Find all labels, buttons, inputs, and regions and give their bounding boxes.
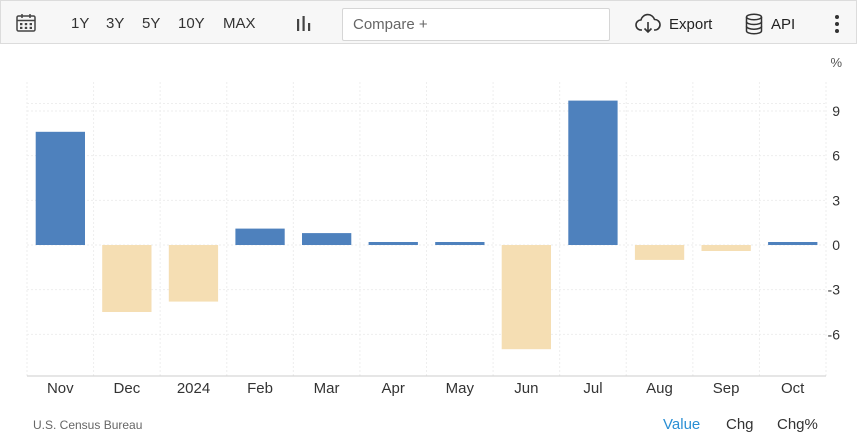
bar-feb xyxy=(235,228,285,245)
bar-2024 xyxy=(168,245,219,302)
x-tick-label: Jun xyxy=(514,380,538,397)
database-icon xyxy=(745,13,763,35)
x-tick-label: Nov xyxy=(47,380,74,397)
x-tick-label: Aug xyxy=(646,380,673,397)
y-tick-label: 9 xyxy=(832,103,840,119)
bar-may xyxy=(435,242,485,245)
export-button[interactable]: Export xyxy=(635,11,712,37)
x-tick-label: Dec xyxy=(114,380,141,397)
bar-sep xyxy=(701,245,751,251)
calendar-icon[interactable] xyxy=(16,14,36,32)
bar-chart-icon[interactable] xyxy=(295,15,313,33)
y-tick-label: 0 xyxy=(832,237,840,253)
bar-mar xyxy=(302,233,352,245)
more-vertical-icon[interactable] xyxy=(830,13,844,35)
range-10y-button[interactable]: 10Y xyxy=(178,15,205,32)
range-1y-button[interactable]: 1Y xyxy=(71,15,90,32)
bar-oct xyxy=(768,242,818,245)
bar-jun xyxy=(501,245,551,350)
compare-input[interactable] xyxy=(342,8,610,41)
bar-chart: Nov Dec 2024 Feb Mar Apr May Jun Jul Aug Sep Oct 9 6 3… xyxy=(26,55,842,397)
x-tick-label: 2024 xyxy=(177,380,210,397)
value-mode-button[interactable]: Value xyxy=(663,416,701,433)
x-tick-label: Oct xyxy=(781,380,805,397)
api-label: API xyxy=(771,15,796,33)
chart-toolbar: 1Y 3Y 5Y 10Y MAX Export API xyxy=(0,0,857,44)
x-tick-label: May xyxy=(446,380,475,397)
bar-apr xyxy=(368,242,418,245)
x-tick-label: Feb xyxy=(247,380,273,397)
export-label: Export xyxy=(669,15,713,33)
cloud-download-icon xyxy=(635,13,661,34)
x-tick-label: Mar xyxy=(314,380,340,397)
x-tick-label: Sep xyxy=(713,380,740,397)
bar-jul xyxy=(568,100,618,245)
bar-aug xyxy=(634,245,685,260)
y-tick-label: -6 xyxy=(828,326,841,342)
y-tick-label: 6 xyxy=(832,148,840,164)
range-3y-button[interactable]: 3Y xyxy=(106,15,125,32)
y-tick-label: -3 xyxy=(828,282,841,298)
x-tick-label: Apr xyxy=(382,380,405,397)
range-max-button[interactable]: MAX xyxy=(223,15,256,32)
y-tick-label: 3 xyxy=(832,192,840,208)
bar-dec xyxy=(102,245,152,312)
x-tick-label: Jul xyxy=(583,380,602,397)
bar-nov xyxy=(35,131,85,245)
y-unit-label: % xyxy=(830,55,842,70)
source-label: U.S. Census Bureau xyxy=(33,418,143,432)
chg-mode-button[interactable]: Chg xyxy=(726,416,754,433)
api-button[interactable]: API xyxy=(745,11,795,37)
range-5y-button[interactable]: 5Y xyxy=(142,15,161,32)
chg-percent-mode-button[interactable]: Chg% xyxy=(777,416,818,433)
